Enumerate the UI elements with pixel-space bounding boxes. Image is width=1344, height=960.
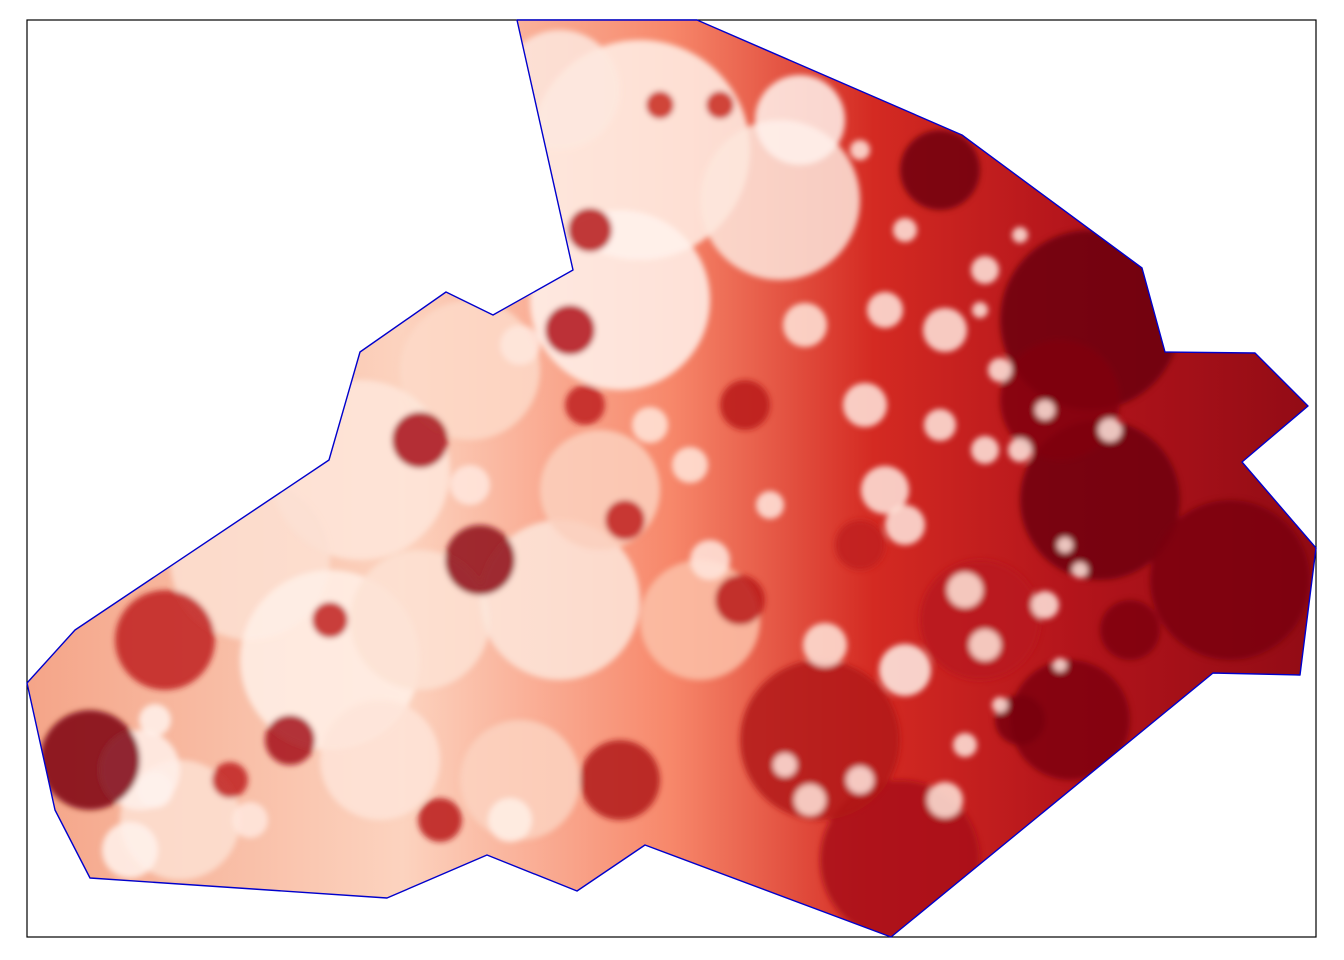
density-blob — [927, 782, 963, 818]
density-blob — [320, 700, 440, 820]
density-blob — [545, 305, 595, 355]
density-blob — [102, 822, 158, 878]
density-blob — [450, 465, 490, 505]
density-blob — [850, 140, 870, 160]
density-blob — [846, 766, 874, 794]
density-blob — [803, 623, 847, 667]
density-blob — [350, 550, 490, 690]
density-blob — [632, 407, 668, 443]
density-blob — [755, 75, 845, 165]
density-blob — [232, 802, 268, 838]
density-blob — [488, 798, 532, 842]
density-blob — [1000, 340, 1120, 460]
density-blob — [1072, 562, 1088, 578]
density-blob — [480, 520, 640, 680]
density-blob — [1010, 660, 1130, 780]
density-blob — [1008, 438, 1032, 462]
density-blob — [972, 302, 988, 318]
density-blob — [867, 292, 903, 328]
density-blob — [794, 784, 826, 816]
density-blob — [1100, 600, 1160, 660]
density-blobs — [40, 30, 1310, 937]
density-blob — [969, 629, 1001, 661]
density-blob — [920, 560, 1040, 680]
density-blob — [900, 130, 980, 210]
density-blob — [500, 325, 540, 365]
density-blob — [843, 383, 887, 427]
density-blob — [460, 720, 580, 840]
density-blob — [568, 208, 612, 252]
density-blob — [947, 572, 983, 608]
density-blob — [992, 697, 1008, 713]
density-blob — [971, 256, 999, 284]
density-blob — [923, 308, 967, 352]
density-blob — [893, 218, 917, 242]
density-blob — [212, 762, 248, 798]
density-blob — [706, 91, 734, 119]
density-blob — [783, 303, 827, 347]
density-blob — [605, 500, 645, 540]
density-blob — [1150, 500, 1310, 660]
density-blob — [720, 380, 770, 430]
density-blob — [646, 91, 674, 119]
density-blob — [971, 436, 999, 464]
density-blob — [924, 409, 956, 441]
density-blob — [1012, 227, 1028, 243]
density-blob — [690, 540, 730, 580]
density-blob — [1098, 418, 1122, 442]
density-blob — [1035, 400, 1055, 420]
density-blob — [672, 447, 708, 483]
density-blob — [953, 733, 977, 757]
density-blob — [861, 466, 909, 514]
density-blob — [885, 505, 925, 545]
density-blob — [773, 753, 797, 777]
density-blob — [988, 358, 1012, 382]
density-blob — [715, 575, 765, 625]
density-blob — [1057, 537, 1073, 553]
density-blob — [445, 525, 515, 595]
density-blob — [115, 590, 215, 690]
density-blob — [40, 710, 140, 810]
density-blob — [879, 644, 931, 696]
density-blob — [756, 491, 784, 519]
region-boundary — [26, 19, 1317, 938]
density-blob — [265, 715, 315, 765]
density-blob — [1053, 658, 1067, 672]
density-blob — [1031, 591, 1059, 619]
density-blob — [540, 430, 660, 550]
density-blob — [418, 798, 462, 842]
density-blob — [392, 412, 448, 468]
density-blob — [580, 740, 660, 820]
density-blob — [137, 772, 173, 808]
density-blob — [835, 520, 885, 570]
density-blob — [565, 385, 605, 425]
density-blob — [139, 704, 171, 736]
density-blob — [312, 602, 348, 638]
